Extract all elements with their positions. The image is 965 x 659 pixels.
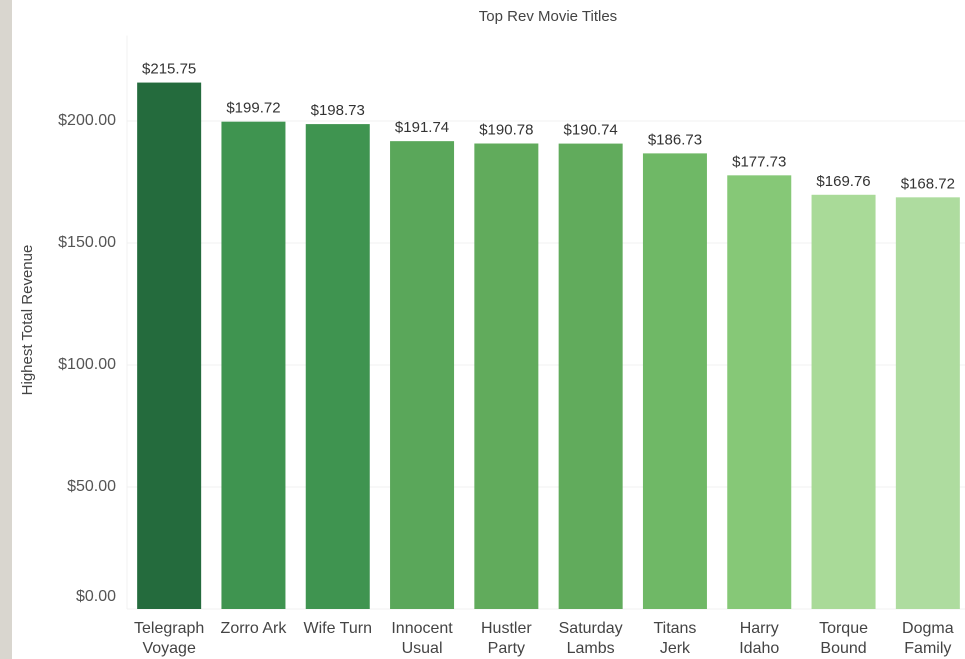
y-axis-title: Highest Total Revenue bbox=[19, 245, 36, 396]
x-tick-label: Harry bbox=[740, 620, 779, 637]
value-label: $199.72 bbox=[226, 100, 280, 117]
x-tick-label: Voyage bbox=[142, 640, 195, 657]
x-tick-label: Hustler bbox=[481, 620, 532, 637]
value-label: $190.74 bbox=[564, 122, 618, 139]
y-tick-label: $50.00 bbox=[67, 478, 116, 495]
x-tick-label: Jerk bbox=[660, 640, 691, 657]
value-label: $168.72 bbox=[901, 175, 955, 192]
bar bbox=[558, 143, 623, 609]
y-tick-label: $100.00 bbox=[58, 356, 116, 373]
bar bbox=[642, 153, 707, 610]
value-label: $198.73 bbox=[311, 102, 365, 119]
x-tick-label: Dogma bbox=[902, 620, 954, 637]
value-label: $177.73 bbox=[732, 153, 786, 170]
x-tick-label: Telegraph bbox=[134, 620, 204, 637]
y-tick-label: $150.00 bbox=[58, 234, 116, 251]
bar bbox=[895, 197, 960, 610]
side-strip bbox=[0, 0, 12, 659]
bar bbox=[811, 194, 876, 610]
x-tick-label: Saturday bbox=[559, 620, 623, 637]
x-tick-label: Torque bbox=[819, 620, 868, 637]
x-tick-label: Wife Turn bbox=[304, 620, 372, 637]
y-tick-label: $200.00 bbox=[58, 112, 116, 129]
x-tick-label: Bound bbox=[820, 640, 866, 657]
bar bbox=[305, 124, 370, 609]
x-tick-label: Party bbox=[488, 640, 525, 657]
value-label: $186.73 bbox=[648, 131, 702, 148]
x-tick-label: Lambs bbox=[567, 640, 615, 657]
x-tick-label: Zorro Ark bbox=[221, 620, 288, 637]
y-tick-label: $0.00 bbox=[76, 588, 116, 605]
bar bbox=[474, 143, 539, 609]
chart-title: Top Rev Movie Titles bbox=[479, 8, 617, 25]
x-tick-label: Titans bbox=[653, 620, 696, 637]
bar bbox=[727, 175, 792, 609]
value-label: $169.76 bbox=[816, 173, 870, 190]
bar bbox=[137, 82, 202, 609]
bar bbox=[221, 121, 286, 609]
value-label: $191.74 bbox=[395, 119, 449, 136]
value-label: $215.75 bbox=[142, 61, 196, 78]
bar bbox=[390, 141, 455, 609]
x-tick-label: Family bbox=[904, 640, 951, 657]
x-tick-label: Idaho bbox=[739, 640, 779, 657]
x-tick-label: Innocent bbox=[391, 620, 453, 637]
x-tick-label: Usual bbox=[402, 640, 443, 657]
value-label: $190.78 bbox=[479, 121, 533, 138]
